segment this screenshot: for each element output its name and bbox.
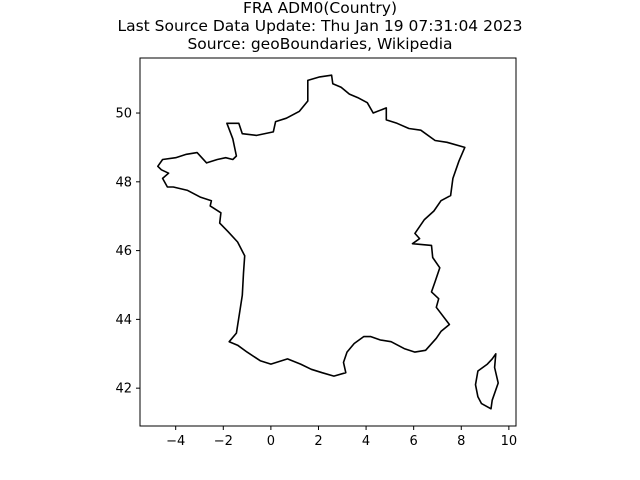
y-axis: 42 44 46 48 50	[115, 107, 140, 397]
y-tick-label: 42	[115, 382, 132, 397]
y-tick-label: 46	[115, 244, 132, 259]
x-tick-label: −4	[166, 434, 185, 449]
x-tick-label: 0	[267, 434, 275, 449]
axes-frame	[139, 57, 517, 427]
map-title-line-2: Last Source Data Update: Thu Jan 19 07:3…	[117, 17, 523, 35]
y-tick-label: 44	[115, 313, 132, 328]
x-tick-label: 10	[501, 434, 518, 449]
x-axis: −4 −2 0 2 4 6 8 10	[166, 426, 517, 449]
map-title-line-1: FRA ADM0(Country)	[242, 0, 398, 17]
map-title-line-3: Source: geoBoundaries, Wikipedia	[187, 35, 453, 53]
boundary-layer	[157, 74, 499, 410]
x-tick-label: 6	[410, 434, 418, 449]
x-tick-label: 8	[457, 434, 465, 449]
boundary-corsica	[474, 353, 499, 410]
boundary-mainland	[157, 74, 466, 377]
x-tick-label: 2	[314, 434, 322, 449]
x-tick-label: −2	[214, 434, 233, 449]
y-tick-label: 48	[115, 175, 132, 190]
y-tick-label: 50	[115, 107, 132, 122]
x-tick-label: 4	[362, 434, 370, 449]
